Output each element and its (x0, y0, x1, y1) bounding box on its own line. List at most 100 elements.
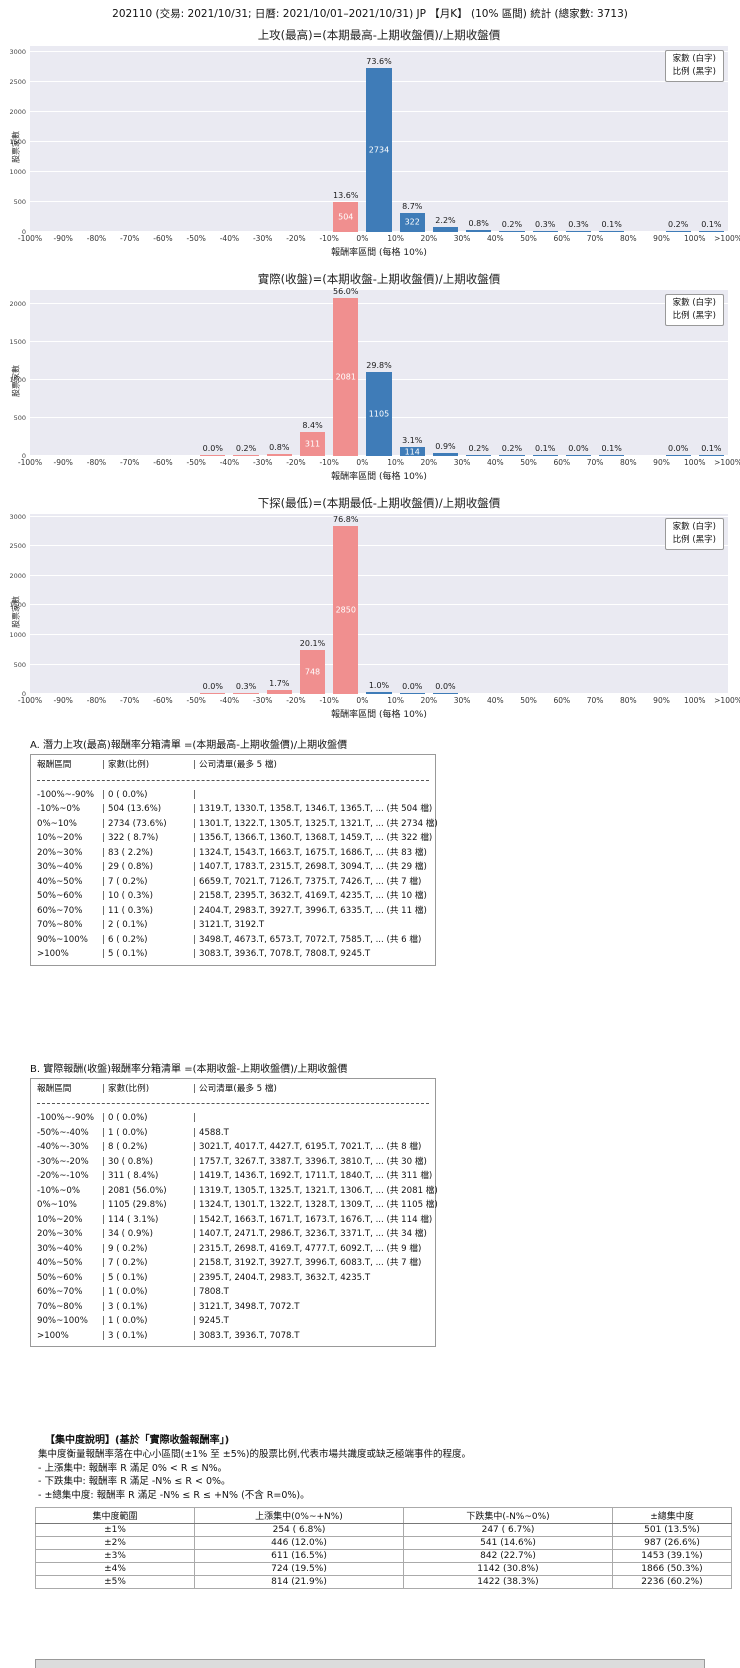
conc-cell: ±2% (35, 1536, 195, 1550)
conc-cell: 987 (26.6%) (612, 1536, 732, 1550)
bin-range: 40%~50% (37, 876, 83, 887)
gridline (30, 51, 728, 52)
col-header-count: 家數(比例) (108, 1083, 150, 1094)
x-tick-label: 90% (653, 234, 670, 243)
conc-cell: 254 ( 6.8%) (194, 1523, 404, 1537)
bin-companies: 1301.T, 1322.T, 1305.T, 1325.T, 1321.T, … (199, 818, 438, 829)
y-tick-label: 500 (13, 660, 26, 669)
col-header-companies: 公司清單(最多 5 檔) (199, 1083, 277, 1094)
bin-companies: 7808.T (199, 1287, 229, 1297)
x-tick-label: 40% (486, 458, 504, 467)
bin-companies: 1319.T, 1330.T, 1358.T, 1346.T, 1365.T, … (199, 804, 433, 814)
bin-table-header: 報酬區間 | 家數(比例) | 公司清單(最多 5 檔) (37, 1082, 429, 1097)
bin-range: 10%~20% (37, 1214, 83, 1225)
bar-pct-label: 0.2% (667, 220, 689, 230)
bin-count: 2 ( 0.1%) (108, 920, 148, 930)
x-axis-ticks-close: -100% -90% -80% -70% -60% -50% -40% -30% -20% -10… (18, 456, 740, 468)
plot-area-high: 家數 (白字) 比例 (黑字) 0 500 1000 1500 2000 2500 3000… (9, 46, 728, 236)
bar (266, 453, 292, 456)
bin-companies: 3498.T, 4673.T, 6573.T, 7072.T, 7585.T, … (199, 934, 422, 945)
conc-cell: 1866 (50.3%) (612, 1562, 732, 1576)
bin-count: 10 ( 0.3%) (108, 891, 153, 901)
column-divider: | (193, 1258, 196, 1268)
bin-row: 10%~20% | 322 ( 8.7%) | 1356.T, 1366.T, 1360… (37, 831, 432, 846)
column-divider: | (102, 1229, 105, 1239)
legend-count-label: 家數 (白字) (672, 522, 716, 532)
column-divider: | (102, 1330, 105, 1341)
bar (200, 693, 226, 694)
x-tick-label: -80% (86, 234, 107, 243)
col-header-count: 家數(比例) (108, 760, 150, 770)
bin-row: 0%~10% | 2734 (73.6%) | 1301.T, 1322.T, 1305… (37, 817, 438, 832)
bin-companies: 1542.T, 1663.T, 1671.T, 1673.T, 1676.T, … (199, 1214, 433, 1225)
bar-pct-label: 8.4% (302, 421, 323, 431)
column-divider: | (102, 1258, 105, 1268)
column-divider: | (102, 833, 105, 843)
bin-range: -10%~0% (37, 1185, 81, 1196)
concentration-desc-line: - 下跌集中: 報酬率 R 滿足 -N% ≤ R < 0%。 (38, 1476, 231, 1487)
conc-cell: 501 (13.5%) (612, 1523, 732, 1537)
bar (698, 231, 724, 232)
bin-count: 1 ( 0.0%) (108, 1316, 148, 1326)
x-tick-label: 40% (486, 696, 504, 705)
bin-row: >100% | 3 ( 0.1%) | 3083.T, 3936.T, 7078.T (37, 1329, 429, 1344)
column-divider: | (102, 804, 105, 814)
column-divider: | (102, 818, 105, 829)
bin-range: 90%~100% (37, 934, 88, 945)
column-divider: | (193, 1156, 196, 1167)
bar (698, 455, 724, 456)
y-tick-label: 1000 (9, 376, 26, 385)
page-title: 202110 (交易: 2021/10/31; 日曆: 2021/10/01–2… (112, 8, 628, 20)
bin-row: 30%~40% | 9 ( 0.2%) | 2315.T, 2698.T, 4169.T… (37, 1242, 429, 1257)
conc-cell: ±1% (35, 1523, 195, 1537)
x-tick-label: 10% (387, 234, 404, 243)
bar-pct-label: 0.0% (435, 682, 456, 692)
column-divider: | (102, 1113, 105, 1123)
bin-companies: 1319.T, 1305.T, 1325.T, 1321.T, 1306.T, … (199, 1185, 438, 1196)
column-divider: | (193, 1127, 196, 1138)
bin-count: 7 ( 0.2%) (108, 1258, 148, 1268)
bar (599, 455, 625, 456)
bar-pct-label: 0.1% (535, 444, 556, 454)
bin-count: 1 ( 0.0%) (108, 1287, 148, 1297)
bar (665, 231, 691, 232)
bin-range: 20%~30% (37, 847, 83, 858)
column-divider: | (193, 1330, 196, 1341)
bin-count: 322 ( 8.7%) (108, 833, 159, 843)
column-divider: | (102, 1243, 105, 1254)
bar-count-label: 1105 (368, 409, 390, 419)
column-divider: | (193, 949, 196, 959)
bin-count: 311 ( 8.4%) (108, 1171, 159, 1181)
bin-companies: 2404.T, 2983.T, 3927.T, 3996.T, 6335.T, … (199, 905, 427, 916)
conc-cell: ±5% (35, 1575, 195, 1589)
column-divider: | (193, 1142, 196, 1152)
conc-cell: 446 (12.0%) (194, 1536, 404, 1550)
x-tick-label: -20% (286, 458, 306, 467)
y-tick-label: 1000 (9, 168, 26, 176)
x-tick-label: 30% (453, 458, 471, 467)
column-divider: | (102, 862, 105, 872)
y-tick-label: 2500 (9, 542, 26, 551)
x-tick-label: -100% (17, 234, 43, 243)
chart-block-low: 下探(最低)=(本期最低-上期收盤價)/上期收盤價 股票家數 家數 (白字) 比… (9, 495, 740, 720)
x-tick-label: 100% (684, 458, 706, 467)
column-divider: | (193, 833, 196, 843)
x-tick-label: -80% (86, 696, 107, 705)
bar (565, 455, 592, 456)
bin-range: 0%~10% (37, 818, 77, 829)
x-tick-label: -40% (219, 696, 240, 705)
column-divider: | (193, 862, 196, 872)
bin-row: 90%~100% | 1 ( 0.0%) | 9245.T (37, 1314, 429, 1329)
bin-count: 11 ( 0.3%) (108, 905, 153, 916)
conc-cell: 1453 (39.1%) (612, 1549, 732, 1563)
column-divider: | (193, 847, 196, 858)
x-tick-label: -70% (120, 696, 140, 705)
section-a-title: A. 潛力上攻(最高)報酬率分箱清單 =(本期最高-上期收盤價)/上期收盤價 (30, 740, 348, 751)
bin-companies: 2315.T, 2698.T, 4169.T, 4777.T, 6092.T, … (199, 1243, 422, 1254)
column-divider: | (193, 934, 196, 945)
x-tick-label: 70% (586, 234, 604, 243)
section-b-title: B. 實際報酬(收盤)報酬率分箱清單 =(本期收盤-上期收盤價)/上期收盤價 (30, 1063, 348, 1075)
y-tick-label: 0 (21, 228, 26, 236)
column-divider: | (193, 789, 196, 800)
